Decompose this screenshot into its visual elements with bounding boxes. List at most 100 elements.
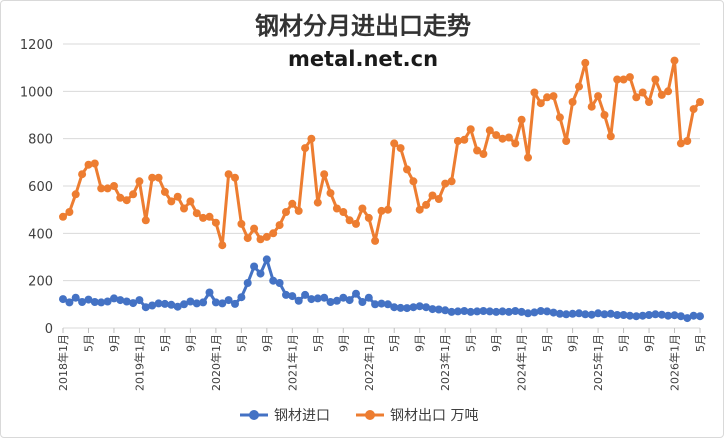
data-point xyxy=(383,300,392,309)
data-point xyxy=(625,73,634,82)
data-point xyxy=(282,208,290,216)
x-tick-label: 5月 xyxy=(541,334,554,352)
data-point xyxy=(339,293,348,302)
legend-item-export: 钢材出口 万吨 xyxy=(356,408,478,424)
data-point xyxy=(59,295,67,304)
data-point xyxy=(575,309,583,318)
data-point xyxy=(638,311,647,320)
data-point xyxy=(116,296,125,305)
data-point xyxy=(657,90,666,99)
x-axis-ticks: 2018年1月 5月 9月 2019年1月 5月 9月 2020年1月 5月 9月 2021年1月… xyxy=(56,328,707,391)
data-point xyxy=(288,292,297,301)
data-point xyxy=(250,262,259,271)
data-point xyxy=(320,170,329,179)
data-point xyxy=(116,193,125,202)
data-point xyxy=(632,93,641,102)
data-point xyxy=(65,208,74,216)
data-point xyxy=(218,241,227,250)
data-point xyxy=(689,105,698,114)
data-point xyxy=(581,58,590,67)
x-tick-label: 5月 xyxy=(159,334,172,352)
data-point xyxy=(428,191,437,200)
data-point xyxy=(256,269,265,278)
y-tick-label: 400 xyxy=(28,227,53,242)
data-point xyxy=(205,212,214,221)
data-point xyxy=(313,198,322,207)
y-axis-ticks: 0 200 400 600 800 1000 1200 xyxy=(20,38,53,337)
data-point xyxy=(524,309,532,318)
data-point xyxy=(135,177,144,186)
data-point xyxy=(517,307,526,316)
data-point xyxy=(645,98,653,106)
data-point xyxy=(657,310,666,319)
data-point xyxy=(638,88,647,97)
data-point xyxy=(301,290,310,299)
data-point xyxy=(90,159,99,168)
x-tick-label: 9月 xyxy=(261,334,274,352)
data-point xyxy=(110,182,118,190)
data-point xyxy=(294,206,303,215)
series-line xyxy=(62,59,702,247)
legend-export-marker xyxy=(365,410,375,420)
y-tick-label: 800 xyxy=(28,133,53,148)
data-point xyxy=(441,306,450,315)
x-tick-label: 9月 xyxy=(337,334,350,352)
data-point xyxy=(428,305,437,314)
data-point xyxy=(231,173,239,182)
data-point xyxy=(683,137,692,145)
data-point xyxy=(237,293,246,302)
data-point xyxy=(403,165,411,174)
x-tick-label: 2021年1月 xyxy=(285,334,299,391)
data-point xyxy=(294,296,303,305)
data-point xyxy=(301,144,310,153)
data-point xyxy=(409,177,418,186)
y-tick-label: 600 xyxy=(28,180,53,195)
data-point xyxy=(434,195,443,203)
x-tick-label: 2022年1月 xyxy=(362,334,376,391)
data-point xyxy=(390,303,399,312)
data-point xyxy=(600,111,609,119)
x-tick-label: 9月 xyxy=(567,334,580,352)
y-tick-label: 1000 xyxy=(20,85,53,100)
data-point xyxy=(199,298,208,307)
data-point xyxy=(186,297,195,306)
data-point xyxy=(543,93,552,102)
x-tick-label: 2020年1月 xyxy=(209,334,223,391)
data-point xyxy=(415,205,424,214)
grid-lines xyxy=(63,43,700,329)
series-layer xyxy=(59,56,704,323)
data-point xyxy=(332,204,341,213)
data-point xyxy=(186,197,195,206)
data-point xyxy=(262,255,271,264)
x-tick-label: 2019年1月 xyxy=(132,334,146,391)
chart-subtitle: metal.net.cn xyxy=(288,47,438,71)
data-point xyxy=(434,305,443,314)
data-point xyxy=(250,224,259,233)
data-point xyxy=(275,279,284,287)
legend-import-label: 钢材进口 xyxy=(274,408,330,424)
data-point xyxy=(492,131,501,140)
data-point xyxy=(447,307,456,316)
data-point xyxy=(332,296,341,305)
data-point xyxy=(485,126,494,135)
data-point xyxy=(447,177,456,186)
data-point xyxy=(84,160,93,169)
data-point xyxy=(594,92,603,101)
data-point xyxy=(237,219,246,228)
data-point xyxy=(568,98,577,106)
data-point xyxy=(530,308,539,317)
data-point xyxy=(371,236,380,245)
y-tick-label: 200 xyxy=(28,275,53,290)
data-point xyxy=(543,307,552,316)
data-point xyxy=(625,311,634,320)
data-point xyxy=(173,192,182,201)
data-point xyxy=(562,137,571,145)
data-point xyxy=(339,208,348,216)
data-point xyxy=(224,170,233,179)
data-point xyxy=(587,102,596,111)
y-tick-label: 0 xyxy=(45,322,53,337)
data-point xyxy=(288,199,297,208)
data-point xyxy=(460,135,469,144)
data-point xyxy=(606,309,615,318)
data-point xyxy=(562,310,571,319)
